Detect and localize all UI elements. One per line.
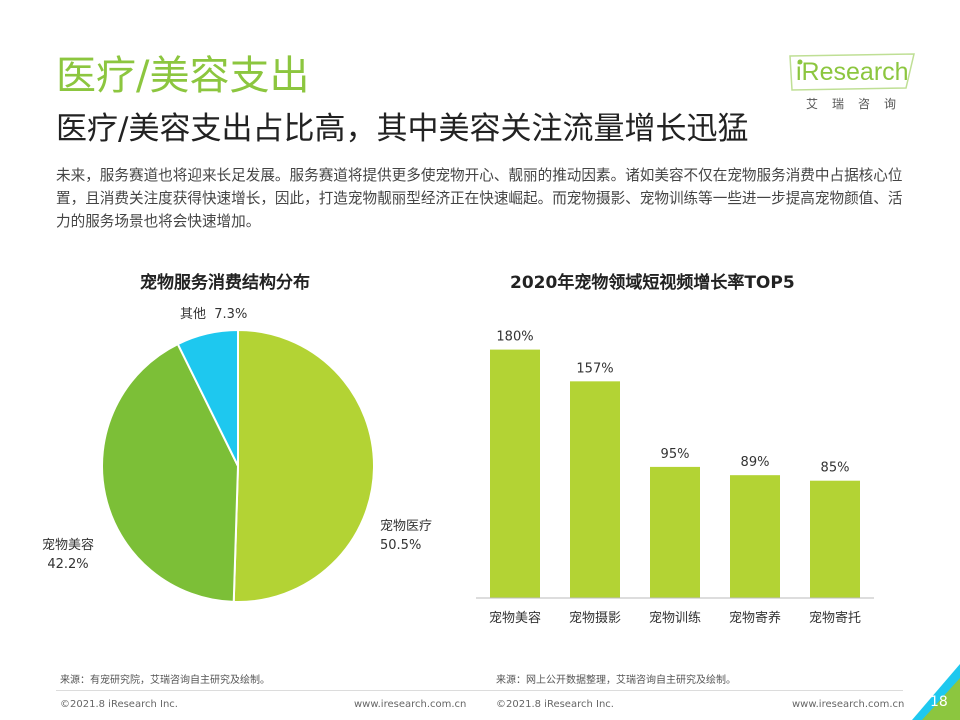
bar-value-label-0: 180%: [496, 330, 533, 345]
bar-2: [650, 466, 700, 598]
bar-4: [810, 480, 860, 598]
bar-1: [570, 381, 620, 598]
brand-wordmark: iResearch: [796, 58, 909, 86]
footer-url-right[interactable]: www.iresearch.com.cn: [792, 699, 905, 710]
bar-0: [490, 349, 540, 598]
iresearch-logo: [789, 53, 915, 91]
pie-slice-2: [176, 328, 239, 467]
pie-label-other: 其他 7.3%: [180, 303, 247, 322]
pie-chart-title: 宠物服务消费结构分布: [140, 273, 310, 293]
bar-value-label-1: 157%: [576, 361, 613, 376]
pie-label-beauty: 宠物美容 42.2%: [42, 536, 94, 574]
pie-label-other-value: 7.3%: [214, 307, 248, 322]
footer-copyright-right: ©2021.8 iResearch Inc.: [496, 699, 614, 710]
bar-value-label-4: 85%: [821, 461, 850, 476]
pie-label-beauty-name: 宠物美容: [42, 538, 95, 553]
bar-value-label-2: 95%: [661, 447, 690, 462]
pie-label-medical: 宠物医疗 50.5%: [380, 517, 432, 555]
bar-value-label-3: 89%: [741, 455, 770, 470]
footer-copyright-left: ©2021.8 iResearch Inc.: [60, 699, 178, 710]
bar-category-label-1: 宠物摄影: [569, 610, 621, 626]
bar-category-label-0: 宠物美容: [489, 610, 541, 626]
source-right: 来源：网上公开数据整理，艾瑞咨询自主研究及绘制。: [496, 675, 736, 686]
pie-label-beauty-value: 42.2%: [47, 557, 89, 572]
pie-slice-0: [232, 328, 375, 603]
footer-divider: [56, 690, 903, 691]
bar-chart-title: 2020年宠物领域短视频增长率TOP5: [510, 273, 795, 293]
page-number: 18: [930, 694, 948, 710]
pie-label-medical-name: 宠物医疗: [380, 519, 433, 534]
bar-chart: 180% 宠物美容 157% 宠物摄影 95% 宠物训练 89% 宠物寄养 85% 宠物寄托: [476, 330, 874, 626]
pie-label-medical-value: 50.5%: [380, 538, 422, 553]
bar-category-label-4: 宠物寄托: [809, 610, 861, 626]
pie-label-other-name: 其他: [180, 307, 207, 322]
pie-slice-1: [101, 342, 240, 603]
brand-cn-name: 艾瑞咨询: [806, 97, 911, 111]
page-subtitle: 医疗/美容支出占比高，其中美容关注流量增长迅猛: [56, 111, 749, 147]
corner-decoration: [912, 664, 960, 720]
footer-url-left[interactable]: www.iresearch.com.cn: [354, 699, 467, 710]
bar-category-label-2: 宠物训练: [649, 610, 701, 626]
pie-chart: [101, 328, 375, 603]
source-left: 来源：有宠研究院，艾瑞咨询自主研究及绘制。: [60, 675, 270, 686]
bar-3: [730, 475, 780, 598]
description-paragraph: 未来，服务赛道也将迎来长足发展。服务赛道将提供更多使宠物开心、靓丽的推动因素。诸…: [56, 167, 903, 230]
bar-category-label-3: 宠物寄养: [729, 610, 781, 626]
page-title: 医疗/美容支出: [56, 53, 310, 99]
